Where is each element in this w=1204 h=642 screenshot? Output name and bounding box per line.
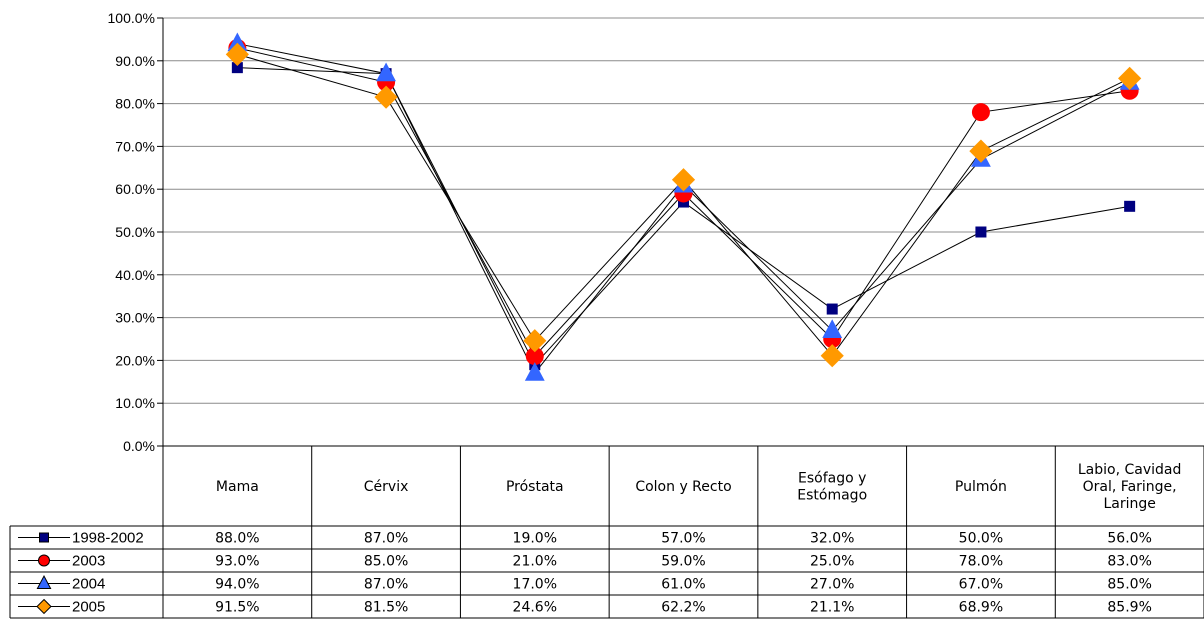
data-label: 25.0% (810, 554, 854, 570)
data-label: 93.0% (215, 554, 259, 570)
data-point-triangle (227, 32, 248, 52)
y-tick-label: 50.0% (115, 224, 155, 240)
data-table: Mama Cérvix Próstata Colon y Recto Esófago y… (9, 445, 1204, 619)
y-tick-label: 70.0% (115, 138, 155, 154)
y-tick-label: 100.0% (108, 10, 155, 26)
data-point-diamond (671, 168, 696, 192)
category-label: Cérvix (364, 479, 409, 495)
data-label: 32.0% (810, 531, 854, 547)
y-axis: 0.0% 10.0% 20.0% 30.0% 40.0% 50.0% 60.0% 70.0% 8… (108, 10, 164, 454)
data-label: 19.0% (513, 531, 557, 547)
data-point-diamond (374, 85, 398, 109)
category-label: Esófago y (798, 471, 866, 487)
y-tick-label: 0.0% (123, 438, 155, 454)
data-point-square (1124, 200, 1136, 212)
legend-label: 2005 (72, 599, 105, 616)
data-label: 83.0% (1107, 554, 1151, 570)
data-point-diamond (1118, 66, 1142, 90)
data-label: 21.0% (513, 554, 557, 570)
category-label: Próstata (506, 479, 564, 495)
category-label: Mama (216, 479, 259, 495)
data-label: 67.0% (959, 577, 1003, 593)
category-label: Colon y Recto (635, 479, 731, 495)
data-label: 87.0% (364, 531, 408, 547)
data-point-square (975, 226, 987, 238)
legend-label: 1998-2002 (72, 530, 144, 547)
data-point-circle (971, 103, 990, 122)
category-label: Pulmón (955, 479, 1007, 495)
data-point-diamond (523, 329, 547, 353)
category-label: Oral, Faringe, (1083, 479, 1177, 495)
y-tick-label: 30.0% (115, 310, 155, 326)
legend-key-square (39, 532, 49, 543)
series-markers (225, 32, 1142, 381)
y-tick-label: 60.0% (115, 181, 155, 197)
data-label: 78.0% (959, 554, 1003, 570)
data-label: 24.6% (513, 600, 557, 616)
y-tick-label: 80.0% (115, 96, 155, 112)
data-label: 59.0% (661, 554, 705, 570)
data-label: 68.9% (959, 600, 1003, 616)
data-label: 56.0% (1107, 531, 1151, 547)
y-tick-label: 90.0% (115, 53, 155, 69)
data-label: 27.0% (810, 577, 854, 593)
data-point-diamond (969, 139, 993, 163)
data-label: 85.0% (364, 554, 408, 570)
legend-label: 2004 (72, 576, 105, 593)
data-label: 85.9% (1107, 600, 1151, 616)
data-point-triangle (822, 319, 843, 338)
data-point-square (826, 303, 838, 315)
data-label: 61.0% (661, 577, 705, 593)
data-label: 94.0% (215, 577, 259, 593)
y-tick-label: 40.0% (115, 267, 155, 283)
data-label: 62.2% (661, 600, 705, 616)
legend-label: 2003 (72, 553, 105, 570)
data-point-diamond (820, 344, 844, 368)
data-point-triangle (376, 62, 396, 82)
legend-key-circle (38, 554, 50, 567)
data-point-diamond (225, 42, 249, 66)
y-tick-label: 20.0% (115, 352, 155, 368)
data-label: 21.1% (810, 600, 854, 616)
data-point-circle (525, 347, 544, 366)
y-tick-label: 10.0% (115, 395, 155, 411)
legend-key-triangle (36, 574, 52, 590)
data-label: 81.5% (364, 600, 408, 616)
data-label: 91.5% (215, 600, 259, 616)
data-point-square (231, 62, 243, 74)
data-label: 17.0% (513, 577, 557, 593)
category-label: Estómago (797, 488, 867, 504)
data-label: 88.0% (215, 531, 259, 547)
legend-key-diamond (36, 598, 52, 615)
data-label: 57.0% (661, 531, 705, 547)
category-label: Labio, Cavidad (1078, 462, 1182, 478)
data-label: 50.0% (959, 531, 1003, 547)
data-label: 85.0% (1107, 577, 1151, 593)
data-point-triangle (524, 362, 545, 381)
category-label: Laringe (1103, 496, 1155, 512)
data-label: 87.0% (364, 577, 408, 593)
